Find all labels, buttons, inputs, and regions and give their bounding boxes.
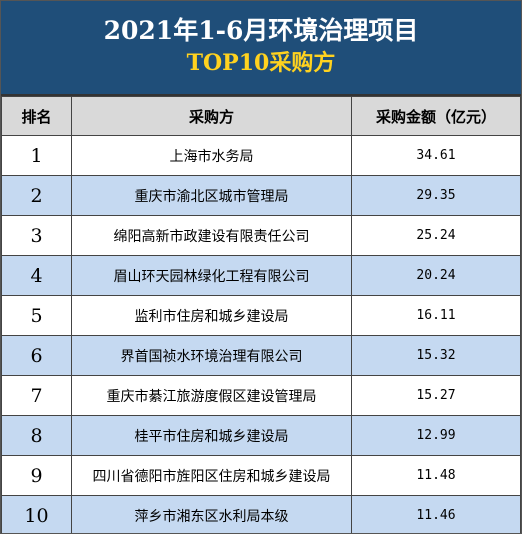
table-cell: 5: [1, 295, 72, 336]
table-cell: 20.24: [351, 255, 521, 296]
table-cell: 7: [1, 375, 72, 416]
table-row: 6 界首国祯水环境治理有限公司 15.32: [1, 335, 521, 376]
table-cell: 11.46: [351, 495, 521, 533]
table-body: 1 上海市水务局 34.61 2 重庆市渝北区城市管理局 29.35 3 绵阳高新市政建设有限…: [1, 135, 521, 533]
table-row: 7 重庆市綦江旅游度假区建设管理局 15.27: [1, 375, 521, 416]
table-cell: 4: [1, 255, 72, 296]
table-cell: 2: [1, 175, 72, 216]
table-row: 4 眉山环天园林绿化工程有限公司 20.24: [1, 255, 521, 296]
table-cell: 9: [1, 455, 72, 496]
column-header: 采购金额（亿元）: [351, 96, 521, 136]
table-cell: 16.11: [351, 295, 521, 336]
table-row: 5 监利市住房和城乡建设局 16.11: [1, 295, 521, 336]
title: 2021年1-6月环境治理项目: [103, 16, 419, 45]
column-header: 采购方: [71, 96, 352, 136]
subtitle: TOP10采购方: [186, 50, 336, 76]
header-row: 排名 采购方 采购金额（亿元）: [1, 96, 521, 136]
table-cell: 12.99: [351, 415, 521, 456]
table-cell: 萍乡市湘东区水利局本级: [71, 495, 352, 533]
table-cell: 6: [1, 335, 72, 376]
table-cell: 10: [1, 495, 72, 533]
table-cell: 3: [1, 215, 72, 256]
table-cell: 29.35: [351, 175, 521, 216]
table-cell: 眉山环天园林绿化工程有限公司: [71, 255, 352, 296]
table-cell: 四川省德阳市旌阳区住房和城乡建设局: [71, 455, 352, 496]
table-cell: 8: [1, 415, 72, 456]
table-row: 9 四川省德阳市旌阳区住房和城乡建设局 11.48: [1, 455, 521, 496]
table-cell: 监利市住房和城乡建设局: [71, 295, 352, 336]
table-cell: 上海市水务局: [71, 135, 352, 176]
table-cell: 重庆市渝北区城市管理局: [71, 175, 352, 216]
header-banner: 2021年1-6月环境治理项目 TOP10采购方: [1, 1, 521, 96]
table-cell: 25.24: [351, 215, 521, 256]
column-header: 排名: [1, 96, 72, 136]
table-cell: 桂平市住房和城乡建设局: [71, 415, 352, 456]
table-cell: 15.27: [351, 375, 521, 416]
table-row: 1 上海市水务局 34.61: [1, 135, 521, 176]
table-cell: 15.32: [351, 335, 521, 376]
ranking-table: 排名 采购方 采购金额（亿元） 1 上海市水务局 34.61 2 重庆市渝北区城市管理局 29…: [1, 96, 521, 533]
table-cell: 34.61: [351, 135, 521, 176]
table-row: 8 桂平市住房和城乡建设局 12.99: [1, 415, 521, 456]
table-row: 3 绵阳高新市政建设有限责任公司 25.24: [1, 215, 521, 256]
table-cell: 1: [1, 135, 72, 176]
table-row: 10 萍乡市湘东区水利局本级 11.46: [1, 495, 521, 533]
table-cell: 绵阳高新市政建设有限责任公司: [71, 215, 352, 256]
table-cell: 界首国祯水环境治理有限公司: [71, 335, 352, 376]
table-cell: 重庆市綦江旅游度假区建设管理局: [71, 375, 352, 416]
table-row: 2 重庆市渝北区城市管理局 29.35: [1, 175, 521, 216]
table-cell: 11.48: [351, 455, 521, 496]
